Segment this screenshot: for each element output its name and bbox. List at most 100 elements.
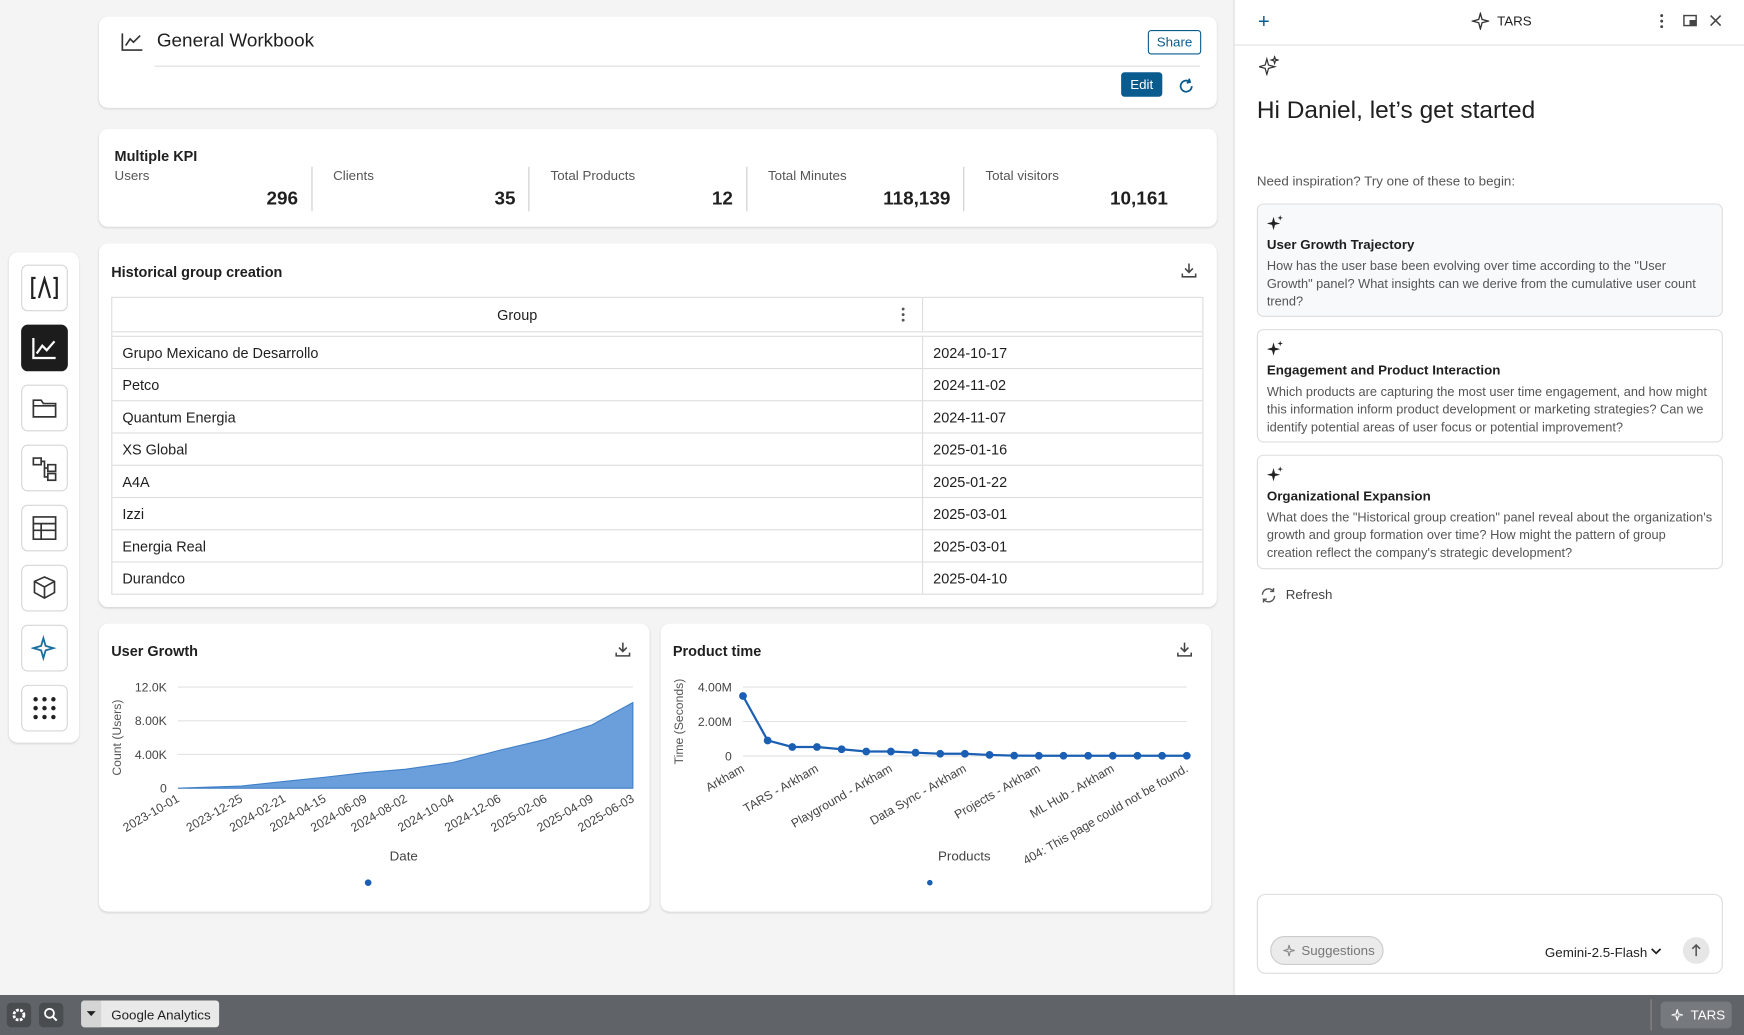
page-dot[interactable]: [364, 879, 372, 887]
point: [1133, 751, 1142, 760]
refresh-button[interactable]: [1178, 78, 1195, 95]
kpi-label: Users: [114, 167, 150, 184]
sparkle-icon: [1266, 466, 1283, 482]
edit-button[interactable]: Edit: [1121, 72, 1163, 97]
point: [1084, 751, 1093, 760]
column-menu[interactable]: [900, 307, 907, 323]
header-card: [98, 16, 1217, 108]
table-cell: Grupo Mexicano de Desarrollo: [112, 335, 924, 370]
nav-ai[interactable]: [21, 624, 68, 672]
suggestion-text: What does the "Historical group creation…: [1266, 511, 1713, 561]
divider: [1650, 999, 1652, 1031]
download-button[interactable]: [615, 641, 631, 657]
suggestions-button[interactable]: Suggestions: [1270, 936, 1384, 965]
chart-card: [660, 623, 1212, 912]
nav-home[interactable]: [21, 264, 68, 312]
point: [1010, 751, 1019, 760]
point: [960, 749, 969, 758]
kpi-divider: [745, 166, 747, 212]
refresh-icon[interactable]: [1260, 587, 1277, 604]
point: [1158, 751, 1166, 760]
nav-folders[interactable]: [21, 384, 68, 432]
table-row: A4A 2025-01-22: [112, 464, 1203, 499]
icon: [33, 697, 56, 720]
suggestion-title: User Growth Trajectory: [1266, 236, 1415, 253]
column-header: Group: [497, 306, 538, 324]
point: [763, 736, 772, 745]
download-button[interactable]: [1177, 641, 1193, 657]
model-select[interactable]: Gemini-2.5-Flash: [1544, 944, 1648, 961]
kpi-label: Total visitors: [985, 167, 1059, 184]
icon: [86, 1011, 96, 1017]
suggestion-card[interactable]: User Growth Trajectory How has the user b…: [1256, 203, 1723, 317]
nav-models[interactable]: [21, 564, 68, 612]
kpi-card: [98, 128, 1217, 227]
icon: [31, 275, 58, 300]
table-row: Durandco 2025-04-10: [112, 561, 1203, 594]
greeting: Hi Daniel, let’s get started: [1256, 95, 1536, 124]
taskbar-tools[interactable]: [6, 1002, 65, 1029]
point: [911, 748, 920, 757]
page-dot[interactable]: [927, 879, 933, 886]
table-row: Grupo Mexicano de Desarrollo 2024-10-17: [112, 335, 1203, 370]
divider: [1234, 44, 1744, 46]
assistant-icon: [1471, 12, 1490, 31]
kpi-value: 118,139: [883, 187, 951, 210]
chevron: [1651, 948, 1662, 955]
sparkle-icon: [1259, 55, 1280, 76]
new-chat[interactable]: +: [1257, 10, 1270, 33]
icon: [32, 516, 57, 541]
chart-title: User Growth: [111, 642, 198, 660]
kpi-divider: [528, 166, 530, 212]
sparkle-icon: [1266, 340, 1283, 356]
suggestion-title: Engagement and Product Interaction: [1266, 362, 1501, 378]
taskbar-tab[interactable]: [81, 1000, 220, 1028]
divider: [154, 65, 1201, 67]
kpi-value: 296: [266, 187, 299, 210]
y-tick-label: 8.00K: [135, 714, 168, 728]
table-row: Izzi 2025-03-01: [112, 496, 1203, 531]
point: [862, 747, 871, 756]
nav-flows[interactable]: [21, 444, 68, 492]
icon: [32, 399, 57, 418]
y-tick-label: 0: [725, 749, 732, 763]
nav-tables[interactable]: [21, 504, 68, 552]
point: [936, 749, 945, 758]
table: Grupo Mexicano de Desarrollo 2024-10-17 Pe…: [112, 335, 1203, 594]
send-button[interactable]: [1682, 937, 1710, 964]
table-frame: Group Grupo Mexicano de Desarrollo 2024-1…: [111, 296, 1204, 595]
column-divider: [922, 297, 924, 332]
kpi-value: 12: [711, 187, 733, 210]
suggestion-card[interactable]: Organizational Expansion What does the "H…: [1256, 454, 1723, 570]
table-cell: 2025-03-01: [922, 529, 1203, 563]
kpi-divider: [310, 166, 312, 212]
nav-workbooks[interactable]: [21, 324, 68, 372]
y-tick-label: 4.00M: [698, 680, 732, 694]
point: [1108, 751, 1117, 760]
tab-label: Google Analytics: [111, 1007, 211, 1023]
table-cell: 2025-03-01: [922, 496, 1203, 531]
y-axis-title: Time (Seconds): [672, 679, 686, 765]
nav-apps[interactable]: [21, 684, 68, 732]
table-title: Historical group creation: [111, 263, 283, 281]
table-cell: Quantum Energia: [112, 400, 924, 434]
y-tick-label: 2.00M: [698, 715, 732, 729]
download-button[interactable]: [1181, 262, 1197, 278]
x-axis-title: Date: [390, 848, 418, 863]
table-header: Group: [112, 297, 1203, 333]
y-tick-label: 0: [160, 782, 167, 796]
suggestion-text: How has the user base been evolving over…: [1266, 260, 1696, 310]
table-cell: A4A: [112, 464, 924, 499]
suggestion-card[interactable]: Engagement and Product Interaction Which …: [1256, 329, 1723, 443]
share-button[interactable]: Share: [1147, 30, 1202, 55]
kpi-label: Total Products: [550, 167, 636, 184]
panel-controls[interactable]: [1655, 13, 1728, 31]
point: [887, 747, 895, 756]
kpi-title: Multiple KPI: [114, 147, 198, 165]
y-tick-label: 4.00K: [135, 748, 168, 762]
chat-input[interactable]: [1256, 893, 1723, 974]
refresh-link[interactable]: Refresh: [1285, 586, 1333, 603]
